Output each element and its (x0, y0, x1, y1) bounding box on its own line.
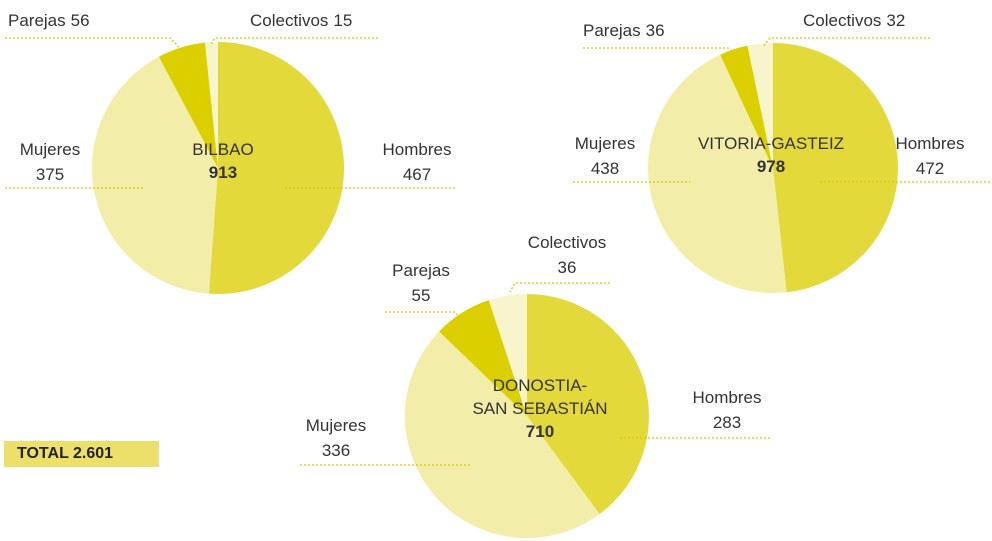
pie-slice (158, 42, 218, 168)
slice-value: 467 (402, 165, 432, 184)
slice-value: 438 (590, 159, 620, 178)
category-name: Mujeres (305, 416, 367, 435)
slice-value: 36 (557, 258, 577, 277)
slice-label: Colectivos 32 (803, 8, 905, 33)
pie-slice (773, 43, 899, 293)
category-name: Parejas (583, 21, 641, 40)
leader-line (5, 37, 183, 51)
slice-value: 36 (645, 21, 665, 40)
slice-label: Mujeres 375 (20, 137, 80, 187)
city-total: 978 (756, 157, 786, 176)
slice-label: Parejas 55 (392, 258, 450, 308)
category-name: Hombres (382, 140, 452, 159)
slice-value: 472 (915, 159, 945, 178)
slice-label: Parejas 56 (8, 8, 90, 33)
city-total: 710 (525, 422, 555, 441)
pie-title: DONOSTIA- SAN SEBASTIÁN 710 (472, 374, 607, 443)
city-name: VITORIA-GASTEIZ (697, 134, 845, 153)
category-name: Parejas (392, 261, 450, 280)
pie-slice (527, 294, 650, 515)
slice-value: 56 (70, 11, 90, 30)
slice-label: Hombres 467 (383, 137, 452, 187)
leader-line (763, 37, 930, 47)
pie-slice (488, 294, 527, 416)
category-name: Mujeres (19, 140, 81, 159)
pie-slice (404, 331, 600, 539)
slice-value: 375 (35, 165, 65, 184)
pie-slice (208, 42, 344, 294)
category-name: Parejas (8, 11, 66, 30)
slice-label: Parejas 36 (583, 18, 665, 43)
leader-line (385, 311, 463, 321)
slice-value: 55 (411, 286, 431, 305)
leader-line (583, 47, 737, 56)
city-total: 913 (208, 163, 238, 182)
city-name: BILBAO (192, 140, 254, 159)
category-name: Colectivos (803, 11, 882, 30)
total-label: TOTAL 2.601 (4, 441, 159, 467)
slice-label: Hombres 472 (896, 131, 965, 181)
pie-title: VITORIA-GASTEIZ 978 (698, 132, 844, 178)
pie-slice (92, 56, 218, 294)
category-name: Hombres (692, 388, 762, 407)
slice-value: 32 (886, 11, 906, 30)
pie-slice (747, 43, 773, 168)
pie-title: BILBAO 913 (192, 138, 253, 184)
pie-slice (720, 45, 773, 168)
category-name: Colectivos (250, 11, 329, 30)
slice-label: Mujeres 336 (306, 413, 366, 463)
city-name: DONOSTIA- SAN SEBASTIÁN (472, 376, 608, 418)
leader-line (509, 282, 610, 293)
category-name: Hombres (895, 134, 965, 153)
category-name: Colectivos (527, 233, 607, 252)
slice-label: Mujeres 438 (575, 131, 635, 181)
pie-slice (439, 300, 527, 416)
category-name: Mujeres (574, 134, 636, 153)
slice-label: Colectivos 15 (250, 8, 352, 33)
slice-value: 15 (333, 11, 353, 30)
slice-value: 283 (712, 413, 742, 432)
slice-label: Hombres 283 (693, 385, 762, 435)
slice-value: 336 (321, 441, 351, 460)
pie-slice (205, 42, 218, 168)
leader-line (209, 37, 378, 47)
slice-label: Colectivos 36 (528, 230, 606, 280)
pie-slice (647, 54, 787, 294)
